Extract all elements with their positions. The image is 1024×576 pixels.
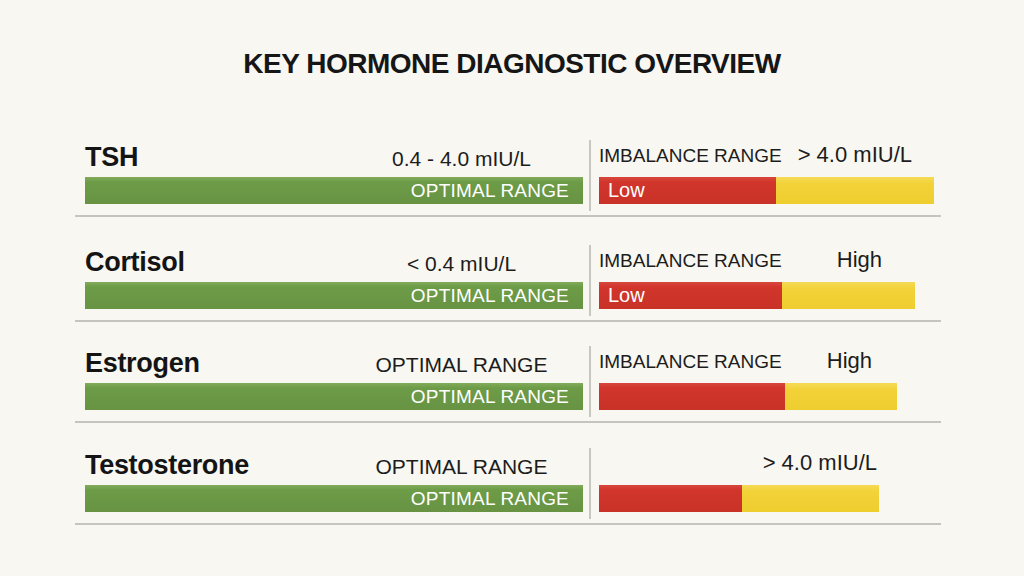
imbalance-range-bar [599,485,935,512]
imbalance-bar-red-segment: Low [599,177,776,204]
hormone-row-testosterone: Testosterone OPTIMAL RANGE OPTIMAL RANGE… [85,450,935,540]
optimal-column: Cortisol < 0.4 mIU/L OPTIMAL RANGE [85,247,583,309]
imbalance-column: IMBALANCE RANGE High Low [599,247,935,309]
imbalance-bar-red-segment: Low [599,282,782,309]
imbalance-bar-yellow-segment [782,282,915,309]
column-divider [589,140,591,211]
page-title: KEY HORMONE DIAGNOSTIC OVERVIEW [0,48,1024,80]
imbalance-range-label: IMBALANCE RANGE [599,351,782,373]
imbalance-bar-low-label: Low [608,179,645,202]
optimal-column: TSH 0.4 - 4.0 mIU/L OPTIMAL RANGE [85,142,583,204]
imbalance-range-label: IMBALANCE RANGE [599,145,782,167]
row-divider [75,320,941,322]
imbalance-bar-low-label: Low [608,284,645,307]
imbalance-bar-yellow-segment [776,177,934,204]
optimal-range-value: OPTIMAL RANGE [340,353,583,377]
imbalance-range-bar [599,383,935,410]
imbalance-column: IMBALANCE RANGE High [599,348,935,410]
optimal-column: Testosterone OPTIMAL RANGE OPTIMAL RANGE [85,450,583,512]
optimal-column: Estrogen OPTIMAL RANGE OPTIMAL RANGE [85,348,583,410]
optimal-range-bar-label: OPTIMAL RANGE [411,180,569,202]
column-divider [589,346,591,417]
column-divider [589,245,591,316]
imbalance-range-value: > 4.0 mIU/L [798,142,912,168]
hormone-name: TSH [85,142,340,173]
imbalance-range-value: High [827,348,872,374]
imbalance-bar-yellow-segment [785,383,897,410]
optimal-range-value: OPTIMAL RANGE [340,455,583,479]
optimal-range-value: < 0.4 mIU/L [340,252,583,276]
row-divider [75,215,941,217]
optimal-range-bar-label: OPTIMAL RANGE [411,386,569,408]
hormone-name: Testosterone [85,450,340,481]
hormone-row-cortisol: Cortisol < 0.4 mIU/L OPTIMAL RANGE IMBAL… [85,247,935,337]
imbalance-range-bar: Low [599,282,935,309]
optimal-range-bar: OPTIMAL RANGE [85,485,583,512]
optimal-range-value: 0.4 - 4.0 mIU/L [340,147,583,171]
row-divider [75,421,941,423]
imbalance-range-label: IMBALANCE RANGE [599,250,782,272]
hormone-name: Cortisol [85,247,340,278]
column-divider [589,448,591,519]
imbalance-bar-yellow-segment [742,485,879,512]
hormone-row-tsh: TSH 0.4 - 4.0 mIU/L OPTIMAL RANGE IMBALA… [85,142,935,232]
hormone-name: Estrogen [85,348,340,379]
optimal-range-bar: OPTIMAL RANGE [85,177,583,204]
imbalance-column: IMBALANCE RANGE > 4.0 mIU/L Low [599,142,935,204]
imbalance-bar-red-segment [599,485,742,512]
imbalance-range-value: > 4.0 mIU/L [763,450,877,476]
optimal-range-bar: OPTIMAL RANGE [85,383,583,410]
hormone-row-estrogen: Estrogen OPTIMAL RANGE OPTIMAL RANGE IMB… [85,348,935,438]
optimal-range-bar-label: OPTIMAL RANGE [411,285,569,307]
imbalance-bar-red-segment [599,383,785,410]
optimal-range-bar-label: OPTIMAL RANGE [411,488,569,510]
imbalance-range-bar: Low [599,177,935,204]
imbalance-range-value: High [837,247,882,273]
row-divider [75,523,941,525]
optimal-range-bar: OPTIMAL RANGE [85,282,583,309]
imbalance-column: > 4.0 mIU/L [599,450,935,512]
